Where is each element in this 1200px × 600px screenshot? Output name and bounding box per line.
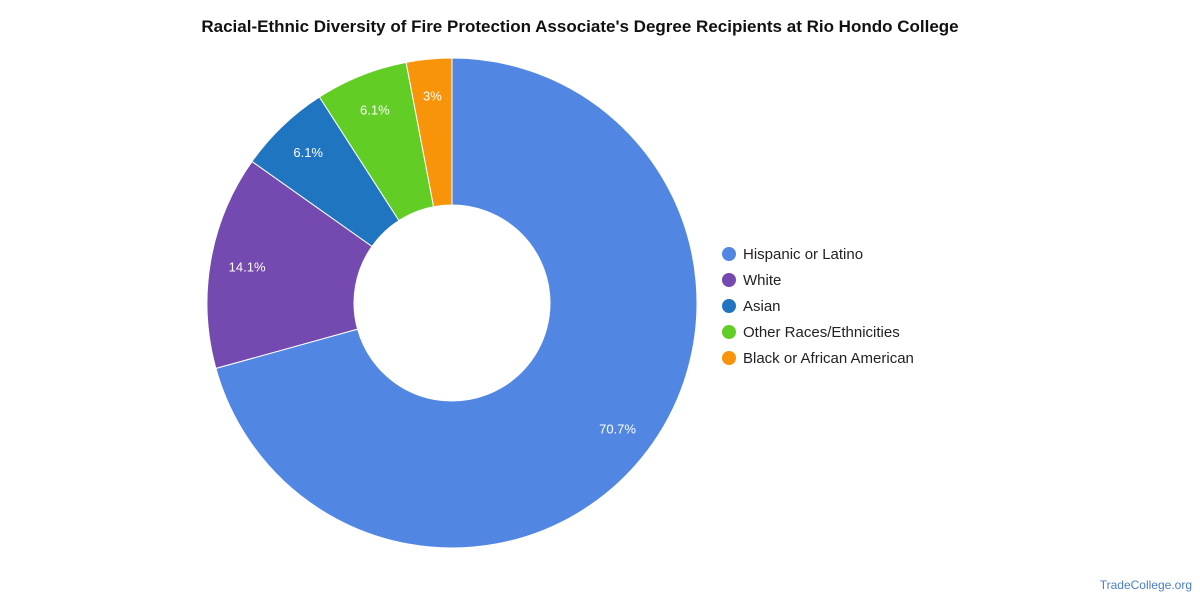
legend-item-hispanic-or-latino[interactable]: Hispanic or Latino	[722, 241, 1022, 267]
legend-item-asian[interactable]: Asian	[722, 293, 1022, 319]
legend-label: Hispanic or Latino	[743, 245, 864, 263]
legend-swatch	[722, 273, 736, 287]
data-label-hispanic-or-latino: 70.7%	[599, 421, 636, 436]
legend-swatch	[722, 247, 736, 261]
chart-title: Racial-Ethnic Diversity of Fire Protecti…	[201, 17, 959, 36]
legend-label: Asian	[743, 297, 781, 315]
data-label-white: 14.1%	[229, 260, 266, 275]
legend-swatch	[722, 299, 736, 313]
data-label-other-races-ethnicities: 6.1%	[360, 102, 390, 117]
legend-label: Black or African American	[743, 349, 914, 367]
labels-group: 70.7% 14.1% 6.1% 6.1% 3%	[229, 88, 637, 436]
legend-label: Other Races/Ethnicities	[743, 323, 900, 341]
data-label-asian: 6.1%	[293, 145, 323, 160]
legend-item-black-or-african-american[interactable]: Black or African American	[722, 345, 1022, 371]
legend-item-other-races-ethnicities[interactable]: Other Races/Ethnicities	[722, 319, 1022, 345]
slice-hispanic-or-latino[interactable]	[215, 57, 698, 549]
slice-white[interactable]	[206, 160, 373, 370]
legend-swatch	[722, 351, 736, 365]
legend-label: White	[743, 271, 782, 289]
watermark: TradeCollege.org	[1099, 578, 1192, 592]
slice-black-or-african-american[interactable]	[405, 57, 453, 208]
data-label-black-or-african-american: 3%	[423, 88, 442, 103]
legend: Hispanic or Latino White Asian Other Races/…	[722, 241, 1022, 371]
slices-group	[206, 57, 698, 549]
legend-swatch	[722, 325, 736, 339]
legend-item-white[interactable]: White	[722, 267, 1022, 293]
